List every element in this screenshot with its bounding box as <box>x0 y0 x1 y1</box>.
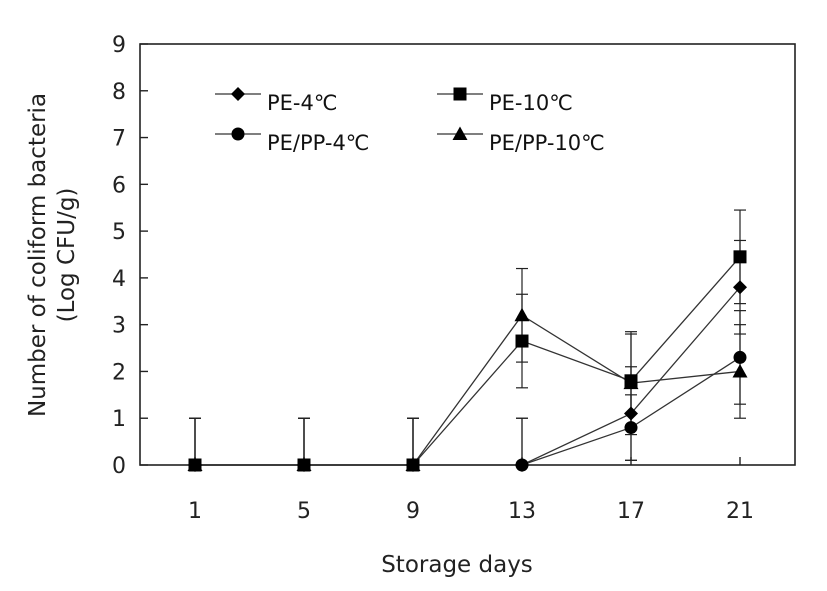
point-triangle <box>514 307 530 322</box>
y-tick-label: 0 <box>112 454 126 479</box>
y-tick-label: 6 <box>112 173 126 198</box>
x-tick-label: 5 <box>297 499 311 524</box>
legend-marker-square <box>453 87 467 101</box>
point-circle <box>515 458 529 472</box>
y-axis-unit: (Log CFU/g) <box>54 188 80 323</box>
y-tick-label: 5 <box>112 220 126 245</box>
x-axis-title: Storage days <box>381 552 533 578</box>
point-triangle <box>187 457 203 471</box>
y-axis: 0 1 2 3 4 5 6 7 8 9 <box>112 33 148 479</box>
y-axis-title: Number of coliform bacteria <box>25 93 51 417</box>
y-tick-label: 3 <box>112 314 126 339</box>
series-markers <box>187 250 748 472</box>
y-tick-label: 1 <box>112 407 126 432</box>
legend: PE-4℃ PE-10℃ PE/PP-4℃ PE/PP-10℃ <box>215 87 605 155</box>
y-tick-label: 9 <box>112 33 126 58</box>
x-tick-label: 13 <box>508 499 536 524</box>
point-circle <box>624 421 638 435</box>
y-tick-label: 7 <box>112 127 126 152</box>
y-tick-label: 4 <box>112 267 126 292</box>
legend-label: PE-4℃ <box>267 91 337 115</box>
point-diamond <box>624 406 638 421</box>
point-triangle <box>405 457 421 471</box>
plot-frame <box>139 43 796 466</box>
point-triangle <box>623 375 639 390</box>
point-circle <box>733 350 747 364</box>
legend-label: PE/PP-10℃ <box>489 131 605 155</box>
x-tick-label: 17 <box>617 499 645 524</box>
legend-label: PE/PP-4℃ <box>267 131 369 155</box>
series-line-triangle <box>195 314 741 466</box>
point-triangle <box>732 363 748 378</box>
point-triangle <box>296 457 312 471</box>
series-line-circle <box>195 356 741 466</box>
x-tick-label: 9 <box>406 499 420 524</box>
point-square <box>515 334 529 348</box>
x-axis: 1 5 9 13 17 21 <box>188 457 754 524</box>
series-line-square <box>195 256 741 466</box>
y-tick-label: 8 <box>112 80 126 105</box>
point-diamond <box>733 280 747 295</box>
series-lines <box>195 256 741 466</box>
x-tick-label: 21 <box>726 499 754 524</box>
x-tick-label: 1 <box>188 499 202 524</box>
legend-label: PE-10℃ <box>489 91 573 115</box>
error-bars <box>189 209 746 465</box>
legend-marker-triangle <box>452 126 468 140</box>
point-square <box>733 250 747 264</box>
legend-marker-diamond <box>231 87 245 101</box>
legend-marker-circle <box>231 127 245 141</box>
series-line-diamond <box>195 286 741 466</box>
y-tick-label: 2 <box>112 360 126 385</box>
